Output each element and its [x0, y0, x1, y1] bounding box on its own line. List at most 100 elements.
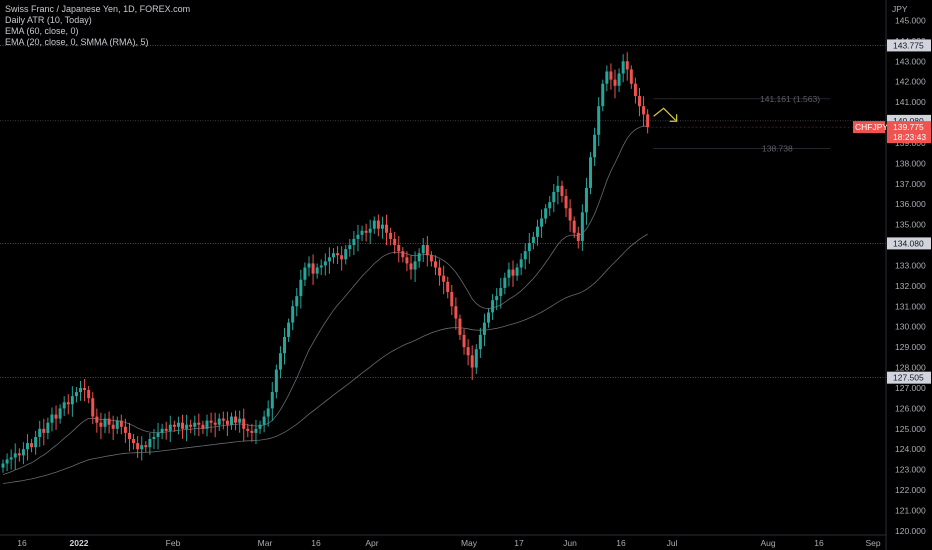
candle-body — [523, 251, 527, 260]
candle-body — [368, 228, 372, 233]
candle-body — [262, 416, 266, 425]
candle-body — [21, 449, 25, 456]
candle-body — [287, 322, 291, 337]
chart-legend: Swiss Franc / Japanese Yen, 1D, FOREX.co… — [5, 4, 190, 48]
candle-body — [238, 418, 242, 423]
candle-body — [13, 453, 17, 458]
price-tick-label: 125.000 — [895, 424, 926, 434]
candle-body — [74, 392, 78, 397]
candle-body — [246, 428, 250, 431]
candle-body — [46, 422, 50, 433]
legend-symbol[interactable]: Swiss Franc / Japanese Yen, 1D, FOREX.co… — [5, 4, 191, 14]
candle-body — [107, 418, 111, 425]
candle-body — [409, 263, 413, 270]
candle-body — [58, 408, 62, 419]
price-tick-label: 130.000 — [895, 322, 926, 332]
ema-line[interactable] — [2, 125, 648, 475]
time-tick-label: Feb — [166, 538, 181, 548]
ema-line[interactable] — [2, 233, 648, 484]
candle-body — [491, 300, 495, 313]
candle-body — [111, 424, 115, 429]
candle-body — [17, 453, 21, 456]
candle-body — [572, 220, 576, 233]
legend-indicator-ema60[interactable]: EMA (60, close, 0) — [5, 26, 79, 36]
time-tick-label: 16 — [17, 538, 27, 548]
candle-body — [50, 414, 54, 423]
candle-body — [266, 408, 270, 417]
candle-body — [621, 61, 625, 74]
candle-body — [42, 428, 46, 433]
candle-body — [450, 292, 454, 307]
candle-body — [140, 445, 144, 450]
candle-body — [295, 296, 299, 307]
time-tick-label: May — [461, 538, 478, 548]
candle-body — [605, 71, 609, 84]
level-price-tag-text: 127.505 — [893, 373, 924, 383]
candle-body — [168, 424, 172, 431]
candle-body — [62, 402, 66, 409]
candle-body — [478, 334, 482, 350]
current-price-tag — [887, 121, 931, 144]
candle-body — [87, 390, 91, 399]
candle-body — [319, 265, 323, 268]
candle-body — [5, 459, 9, 464]
time-tick-label: Jul — [667, 538, 678, 548]
level-price-tag — [887, 39, 931, 52]
candle-body — [548, 202, 552, 209]
symbol-badge[interactable] — [853, 121, 885, 134]
legend-indicator-ema20[interactable]: EMA (20, close, 0, SMMA (RMA), 5) — [5, 37, 149, 47]
candle-body — [103, 418, 107, 427]
candle-body — [66, 402, 70, 405]
candle-body — [413, 261, 417, 270]
candle-body — [213, 422, 217, 425]
time-axis[interactable]: 16 2022 Feb Mar 16 Apr May 17 Jun 16 Jul Aug 16 Sep — [17, 538, 881, 548]
candlesticks — [1, 52, 650, 473]
candle-body — [172, 424, 176, 427]
candle-body — [433, 261, 437, 268]
candle-body — [389, 232, 393, 239]
time-tick-label: 16 — [616, 538, 626, 548]
candle-body — [250, 430, 254, 433]
candle-body — [372, 220, 376, 229]
time-tick-label: 16 — [311, 538, 321, 548]
level-price-tag-text: 143.775 — [893, 40, 924, 50]
candle-body — [54, 414, 58, 419]
candle-body — [401, 251, 405, 258]
candle-body — [148, 439, 152, 448]
candle-body — [70, 396, 74, 405]
candle-body — [429, 255, 433, 262]
candle-body — [385, 224, 389, 233]
candle-body — [527, 242, 531, 252]
legend-indicator-atr[interactable]: Daily ATR (10, Today) — [5, 15, 92, 25]
candle-body — [164, 428, 168, 431]
time-tick-label: 16 — [814, 538, 824, 548]
candle-body — [25, 443, 29, 450]
price-tick-label: 123.000 — [895, 465, 926, 475]
candle-body — [393, 238, 397, 246]
candle-body — [446, 281, 450, 293]
candle-body — [511, 269, 515, 276]
candle-body — [91, 398, 95, 417]
candle-body — [315, 267, 319, 274]
candle-body — [274, 369, 278, 393]
candle-body — [176, 422, 180, 427]
candle-body — [487, 312, 491, 323]
level-price-tag — [887, 371, 931, 384]
candle-body — [601, 83, 605, 107]
candle-body — [376, 220, 380, 229]
candle-body — [560, 185, 564, 197]
level-price-tag-text: 140.080 — [893, 116, 924, 126]
candle-body — [323, 261, 327, 266]
candle-body — [303, 267, 307, 280]
candle-body — [552, 191, 556, 203]
candle-body — [360, 230, 364, 235]
moving-averages — [2, 125, 648, 484]
candle-body — [136, 443, 140, 450]
price-tick-label: 133.000 — [895, 260, 926, 270]
arrow-path — [653, 107, 677, 121]
countdown-text: 18:23:43 — [893, 132, 926, 142]
price-tick-label: 137.000 — [895, 179, 926, 189]
price-axis[interactable]: 120.000 121.000 122.000 123.000 124.000 125.0… — [895, 15, 926, 535]
candle-body — [254, 428, 258, 433]
